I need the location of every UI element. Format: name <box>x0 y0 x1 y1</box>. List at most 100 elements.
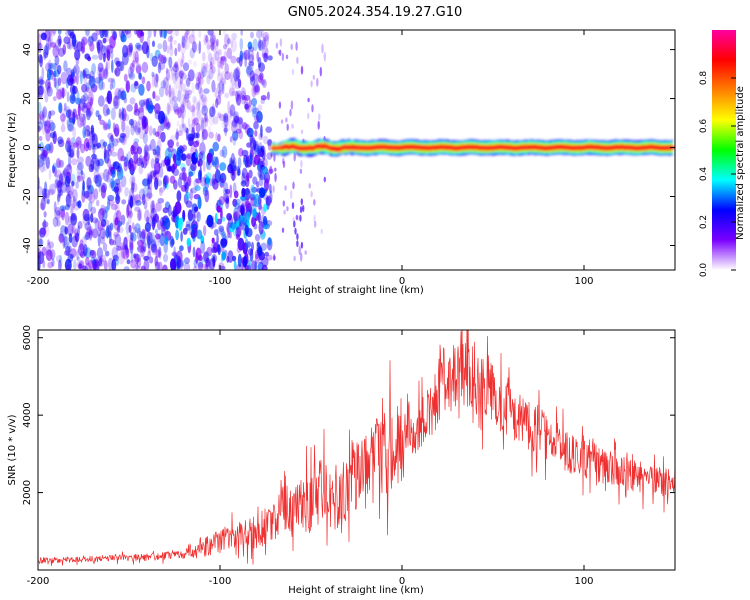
noise-blob <box>192 246 196 258</box>
noise-blob <box>114 92 120 101</box>
noise-blob <box>67 223 74 236</box>
noise-blob <box>54 39 62 52</box>
noise-blob <box>267 55 273 61</box>
noise-blob <box>179 172 186 181</box>
noise-blob <box>77 221 83 229</box>
noise-blob <box>174 68 181 79</box>
y-tick-label: 2000 <box>22 480 33 505</box>
noise-blob <box>189 47 195 59</box>
noise-blob <box>227 226 230 233</box>
noise-blob <box>243 49 251 61</box>
noise-blob <box>187 59 193 65</box>
noise-blob <box>230 74 236 86</box>
noise-blob <box>266 91 270 101</box>
noise-blob <box>207 52 213 63</box>
noise-blob <box>138 116 142 127</box>
noise-blob <box>103 30 107 37</box>
noise-blob <box>45 143 51 152</box>
noise-blob <box>107 194 115 202</box>
noise-blob <box>186 30 190 36</box>
noise-blob <box>239 219 245 231</box>
noise-blob <box>69 117 76 124</box>
noise-blob <box>66 41 71 50</box>
noise-blob <box>146 192 153 199</box>
noise-blob <box>87 216 91 226</box>
noise-blob <box>41 108 46 123</box>
noise-blob <box>138 99 146 107</box>
noise-blob <box>47 36 52 50</box>
noise-blob <box>224 123 228 137</box>
noise-blob <box>116 225 121 233</box>
noise-blob <box>166 45 170 54</box>
carrier-core <box>587 146 599 149</box>
noise-blob <box>167 104 171 114</box>
noise-blob <box>256 51 260 62</box>
noise-blob <box>206 61 209 73</box>
noise-blob <box>215 98 219 109</box>
noise-blob <box>130 252 134 263</box>
noise-blob <box>154 157 160 164</box>
noise-blob <box>180 72 187 80</box>
noise-blob <box>137 106 145 113</box>
noise-blob <box>141 41 149 55</box>
noise-blob <box>65 78 69 89</box>
noise-blob <box>118 108 122 119</box>
noise-blob <box>248 169 253 179</box>
snr-frame <box>37 329 676 571</box>
noise-blob <box>43 162 48 172</box>
noise-blob <box>177 89 181 102</box>
noise-blob <box>77 162 84 171</box>
noise-blob <box>74 97 82 105</box>
noise-blob <box>262 78 267 88</box>
noise-blob <box>243 94 251 101</box>
noise-blob <box>199 75 204 88</box>
noise-blob <box>147 104 154 114</box>
noise-blob <box>140 244 145 258</box>
noise-blob <box>216 205 221 213</box>
noise-blob <box>202 160 206 172</box>
noise-blob <box>97 41 101 54</box>
noise-blob <box>57 139 65 148</box>
noise-blob <box>134 102 139 113</box>
noise-blob <box>123 236 128 249</box>
carrier-track <box>271 138 675 157</box>
noise-blob <box>130 118 135 129</box>
noise-blob <box>166 102 170 116</box>
noise-blob <box>228 87 235 97</box>
noise-blob <box>101 219 107 227</box>
noise-blob <box>81 265 88 270</box>
noise-blob <box>248 61 255 67</box>
noise-blob <box>109 82 113 91</box>
noise-blob <box>162 207 169 214</box>
noise-blob <box>146 80 151 92</box>
noise-blob <box>225 188 231 195</box>
noise-blob <box>60 124 66 133</box>
noise-blob <box>159 30 163 38</box>
noise-blob <box>123 266 130 270</box>
noise-blob <box>223 114 228 121</box>
noise-blob <box>141 61 149 73</box>
noise-blob <box>204 264 208 270</box>
noise-blob <box>70 248 77 258</box>
noise-blob <box>229 71 234 83</box>
noise-blob <box>47 81 51 89</box>
noise-blob <box>105 34 110 43</box>
noise-blob <box>175 128 179 142</box>
noise-blob <box>39 54 43 68</box>
noise-blob <box>118 112 125 120</box>
noise-blob <box>285 54 289 60</box>
noise-blob <box>197 77 205 85</box>
noise-blob <box>143 242 147 249</box>
noise-blob <box>75 136 82 149</box>
noise-blob <box>141 76 146 85</box>
noise-blob <box>219 162 227 171</box>
noise-blob <box>206 43 211 50</box>
noise-blob <box>173 179 178 190</box>
noise-blob <box>317 120 320 130</box>
noise-blob <box>142 178 149 187</box>
noise-blob <box>125 125 130 139</box>
noise-blob <box>75 140 82 146</box>
noise-blob <box>233 211 240 222</box>
noise-blob <box>223 44 228 50</box>
noise-blob <box>38 135 43 142</box>
